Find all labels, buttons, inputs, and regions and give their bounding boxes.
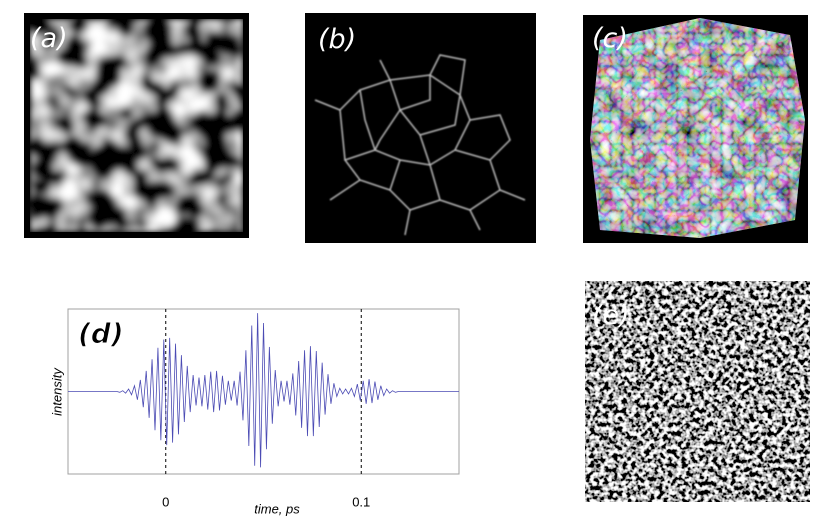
signal-line [68,313,459,468]
panel-a-image [30,19,243,232]
y-axis-label: intensity [49,367,64,416]
panel-label: (d) [78,317,124,350]
panel-e-image [585,281,810,502]
panel-label: (e) [592,300,630,331]
panel-c-image [590,18,805,238]
panel-label: (b) [318,24,356,55]
x-tick-label: 0 [162,494,169,509]
x-tick-label: 0.1 [352,494,370,509]
panel-label: (a) [30,23,68,54]
panel-label: (c) [592,23,628,54]
x-axis-label: time, ps [254,501,300,516]
panel-b-network [314,54,526,236]
panel-b-image [305,13,536,243]
